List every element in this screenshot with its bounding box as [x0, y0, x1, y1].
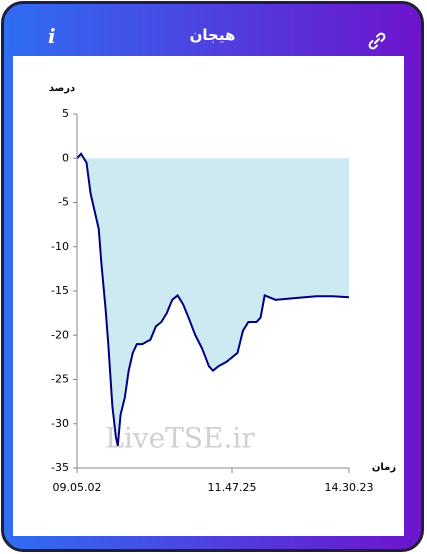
y-tick-label: -30	[51, 417, 69, 430]
header-title: هیجان	[189, 26, 236, 44]
y-tick-label: -10	[51, 240, 69, 253]
area	[77, 153, 349, 446]
y-tick-label: 0	[62, 151, 69, 164]
y-axis-label: درصد	[49, 83, 75, 94]
watermark: LiveTSE.ir	[105, 422, 255, 455]
y-tick-label: -15	[51, 284, 69, 297]
y-tick-label: -25	[51, 373, 69, 386]
y-tick-label: 5	[62, 107, 69, 120]
x-axis-label: زمان	[372, 462, 396, 473]
line	[76, 152, 350, 447]
x-tick-label: 14.30.23	[325, 481, 374, 494]
info-button[interactable]: i	[48, 24, 56, 48]
x-tick-label: 09.05.02	[53, 481, 102, 494]
y-tick-label: -35	[51, 461, 69, 474]
y-tick-label: -5	[58, 196, 69, 209]
y-tick-label: -20	[51, 328, 69, 341]
link-button[interactable]	[368, 32, 386, 50]
x-tick-label: 11.47.25	[208, 481, 257, 494]
